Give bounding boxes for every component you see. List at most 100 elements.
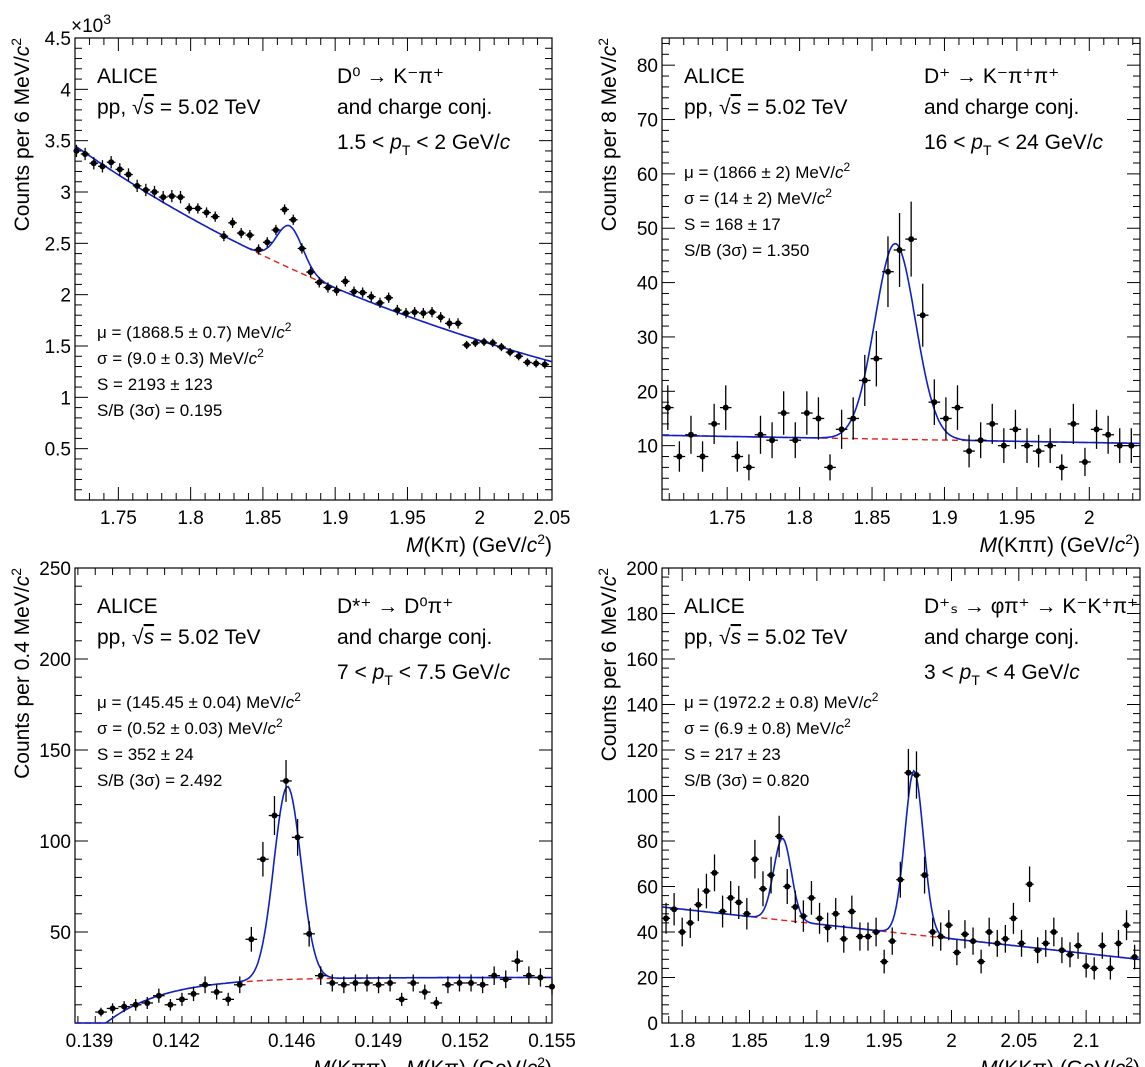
data-point (268, 796, 281, 835)
total-fit-curve (662, 242, 1140, 445)
data-point (228, 217, 237, 228)
x-tick-label: 2.05 (534, 508, 571, 529)
data-marker (178, 996, 185, 1003)
data-point (985, 917, 994, 947)
data-marker (1002, 935, 1009, 942)
y-tick-label: 120 (626, 741, 658, 762)
data-point (731, 441, 744, 472)
data-marker (735, 899, 742, 906)
data-point (678, 917, 687, 947)
data-marker (919, 312, 926, 319)
experiment-label: ALICE (684, 65, 745, 88)
data-point (80, 147, 90, 161)
data-point (835, 409, 848, 449)
data-marker (1093, 426, 1100, 433)
data-point (893, 213, 906, 287)
data-marker (151, 189, 158, 195)
data-marker (437, 314, 444, 321)
data-point (407, 974, 420, 992)
data-marker (489, 339, 496, 346)
data-marker (507, 349, 514, 356)
data-marker (98, 1009, 105, 1016)
data-point (789, 422, 802, 459)
x-axis-label: M(Kπ) (GeV/c2) (406, 531, 552, 557)
experiment-label: ALICE (97, 595, 158, 618)
data-marker (884, 268, 891, 275)
data-point (743, 454, 755, 481)
data-marker (931, 399, 938, 406)
y-tick-label: 4.5 (45, 29, 71, 50)
x-tick-label: 2.1 (1073, 1031, 1099, 1052)
data-marker (468, 979, 475, 986)
data-point (141, 183, 151, 197)
data-marker (743, 910, 750, 917)
data-marker (429, 309, 436, 316)
data-point (670, 893, 679, 926)
pt-range-label: 7 < pT < 7.5 GeV/c (337, 661, 511, 688)
experiment-label: ALICE (97, 65, 158, 88)
fit-stat-1: σ = (14 ± 2) MeV/c2 (684, 186, 832, 208)
data-marker (481, 338, 488, 345)
data-marker (160, 194, 167, 201)
x-tick-label: 1.95 (389, 508, 426, 529)
data-point (476, 976, 489, 994)
data-marker (212, 213, 219, 220)
data-marker (375, 981, 382, 988)
y-axis-label: Counts per 0.4 MeV/c2 (8, 568, 34, 779)
data-point (488, 966, 500, 985)
data-point (462, 340, 472, 350)
data-marker (368, 293, 375, 300)
data-point (199, 976, 211, 994)
decay-channel-label: D*⁺ → D⁰π⁺ (337, 595, 453, 618)
data-point (164, 998, 177, 1011)
data-point (323, 282, 333, 293)
data-point (1106, 957, 1115, 980)
data-marker (403, 310, 410, 317)
data-marker (881, 958, 888, 965)
data-point (847, 895, 856, 928)
data-marker (109, 1005, 116, 1012)
x-tick-label: 1.8 (177, 508, 203, 529)
data-marker (663, 915, 670, 922)
y-tick-label: 180 (626, 605, 658, 626)
data-marker (108, 159, 115, 166)
data-point (1074, 932, 1083, 959)
data-marker (1123, 922, 1130, 929)
y-tick-label: 4 (60, 80, 71, 101)
data-marker (290, 216, 297, 223)
data-point (872, 917, 881, 947)
data-point (236, 227, 246, 239)
data-marker (433, 999, 440, 1006)
data-point (202, 207, 211, 218)
data-marker (456, 979, 463, 986)
data-marker (329, 979, 336, 986)
data-marker (324, 284, 331, 291)
data-marker (832, 910, 839, 917)
data-marker (220, 233, 227, 240)
data-point (824, 454, 836, 481)
x-tick-label: 1.9 (322, 508, 348, 529)
data-point (1009, 902, 1018, 934)
data-marker (238, 230, 245, 237)
data-marker (815, 415, 822, 422)
data-marker (498, 344, 505, 351)
data-marker (82, 151, 89, 158)
data-point (219, 231, 229, 242)
fit-stat-2: S = 352 ± 24 (97, 745, 194, 764)
data-point (442, 976, 454, 994)
data-point (505, 348, 515, 357)
data-point (936, 922, 945, 951)
data-marker (246, 232, 253, 239)
data-point (912, 751, 921, 799)
data-marker (1047, 442, 1054, 449)
data-marker (1024, 442, 1031, 449)
x-tick-label: 1.95 (866, 1031, 903, 1052)
data-point (257, 841, 269, 877)
data-marker (248, 936, 255, 943)
data-marker (751, 856, 758, 863)
decay-channel-label: D⁺ₛ → φπ⁺ → K⁻K⁺π⁺ (924, 595, 1138, 618)
data-marker (525, 972, 532, 979)
data-marker (937, 933, 944, 940)
data-point (488, 338, 498, 348)
panel-ds: 1.8 1.85 1.9 1.95 2 2.05 2.1 0 20 40 60 80 100 120 140… (595, 559, 1141, 1067)
